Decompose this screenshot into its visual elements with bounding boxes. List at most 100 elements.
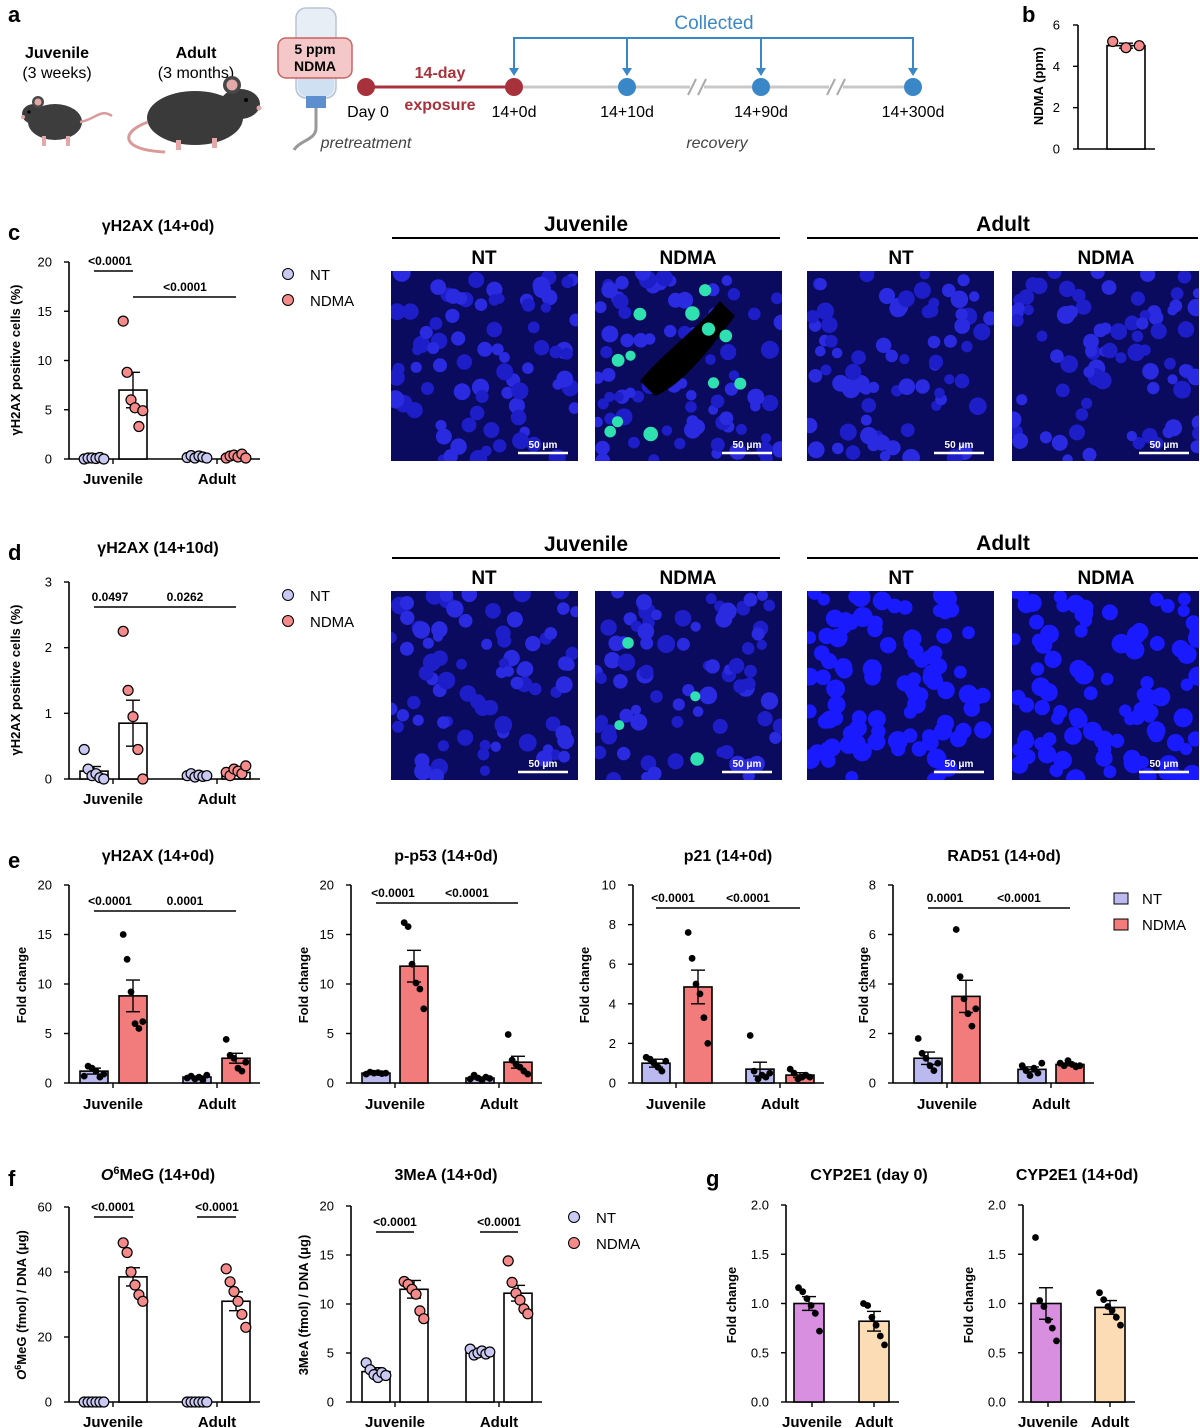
nucleus: [496, 363, 514, 381]
data-point: [1108, 1307, 1116, 1314]
nucleus: [661, 425, 673, 436]
nucleus: [943, 334, 957, 348]
nucleus: [915, 379, 930, 394]
micrograph-col-label: NDMA: [660, 248, 717, 269]
nucleus: [595, 672, 607, 684]
data-point: [658, 1067, 666, 1075]
nucleus: [1044, 650, 1062, 668]
nucleus: [486, 321, 503, 338]
y-tick-label: 1.0: [751, 1296, 769, 1311]
data-point: [1120, 42, 1132, 54]
data-point: [137, 1295, 149, 1307]
y-tick-label: 15: [38, 927, 52, 942]
scale-bar-label: 50 μm: [1150, 759, 1179, 770]
nucleus: [720, 344, 737, 361]
y-axis-label: Fold change: [577, 947, 592, 1024]
data-point: [1038, 1059, 1046, 1067]
nucleus: [763, 693, 775, 706]
data-point: [127, 710, 139, 723]
data-point: [524, 1070, 532, 1078]
nucleus: [513, 591, 531, 603]
nucleus: [747, 388, 765, 406]
nucleus: [741, 642, 755, 655]
nucleus: [900, 423, 915, 437]
nucleus: [549, 345, 563, 359]
nucleus: [705, 354, 716, 365]
nucleus: [469, 405, 485, 421]
micrograph-col-label: NDMA: [660, 568, 717, 589]
nucleus: [1074, 608, 1089, 622]
nucleus: [1047, 271, 1062, 279]
nucleus: [461, 417, 477, 433]
y-axis-label: Fold change: [856, 947, 871, 1024]
nucleus: [867, 732, 886, 751]
nucleus: [453, 383, 471, 401]
data-point: [692, 980, 700, 988]
nucleus: [962, 626, 975, 640]
nucleus: [557, 602, 570, 615]
y-tick-label: 10: [38, 977, 52, 992]
nucleus: [1023, 304, 1034, 316]
gh2ax-focus: [707, 377, 720, 389]
y-tick-label: 2: [869, 1026, 876, 1041]
data-point: [201, 452, 213, 464]
nucleus: [751, 627, 765, 641]
nucleus: [899, 354, 910, 365]
nucleus: [1132, 437, 1146, 450]
timepoint-label-1: 14+10d: [600, 104, 654, 121]
panel-label-b: b: [1022, 2, 1035, 27]
y-tick-label: 0: [869, 1076, 876, 1091]
data-point: [123, 955, 131, 963]
nucleus: [1037, 745, 1057, 764]
gh2ax-focus: [685, 306, 700, 321]
nucleus: [1131, 330, 1144, 343]
panel-label-f: f: [8, 1166, 16, 1191]
nucleus: [1030, 662, 1045, 676]
nucleus: [974, 721, 992, 739]
nucleus: [906, 688, 920, 701]
nucleus: [922, 729, 937, 744]
nucleus: [821, 316, 838, 333]
panel-label-d: d: [8, 540, 21, 565]
scale-bar-label: 50 μm: [945, 440, 974, 451]
nucleus: [1167, 374, 1178, 385]
nucleus: [689, 419, 706, 435]
nucleus: [820, 741, 835, 757]
gh2ax-focus: [604, 425, 616, 438]
nucleus: [533, 340, 550, 356]
nucleus: [807, 631, 817, 644]
nucleus: [506, 611, 523, 628]
data-point: [1036, 1297, 1044, 1304]
data-point: [1117, 1321, 1124, 1329]
nucleus: [1140, 271, 1156, 282]
data-point: [410, 1288, 422, 1300]
micrograph-group-juvenile: Juvenile: [544, 213, 628, 236]
data-point: [228, 1285, 240, 1298]
p-value-label: <0.0001: [91, 1200, 135, 1214]
nucleus: [1083, 333, 1099, 350]
bar: [399, 1288, 429, 1403]
data-point: [922, 1054, 930, 1062]
nucleus: [477, 341, 493, 357]
juvenile-mouse-icon: [21, 96, 113, 146]
y-tick-label: 2: [1053, 100, 1060, 115]
nucleus: [975, 687, 991, 704]
nucleus: [1053, 591, 1067, 604]
nucleus: [613, 391, 624, 402]
scale-bar-label: 50 μm: [945, 759, 974, 770]
nucleus: [715, 610, 733, 628]
nucleus: [1042, 732, 1057, 747]
nucleus: [845, 771, 859, 780]
nucleus: [1062, 454, 1073, 461]
nucleus: [757, 591, 768, 601]
nucleus: [1049, 764, 1062, 777]
timepoint-marker-3: [904, 78, 922, 96]
data-point: [1032, 1234, 1039, 1241]
data-point: [684, 929, 692, 936]
nucleus: [1192, 288, 1199, 299]
nucleus: [595, 440, 610, 456]
nucleus: [1101, 280, 1117, 295]
data-point: [418, 1313, 430, 1325]
y-tick-label: 0: [45, 452, 52, 467]
